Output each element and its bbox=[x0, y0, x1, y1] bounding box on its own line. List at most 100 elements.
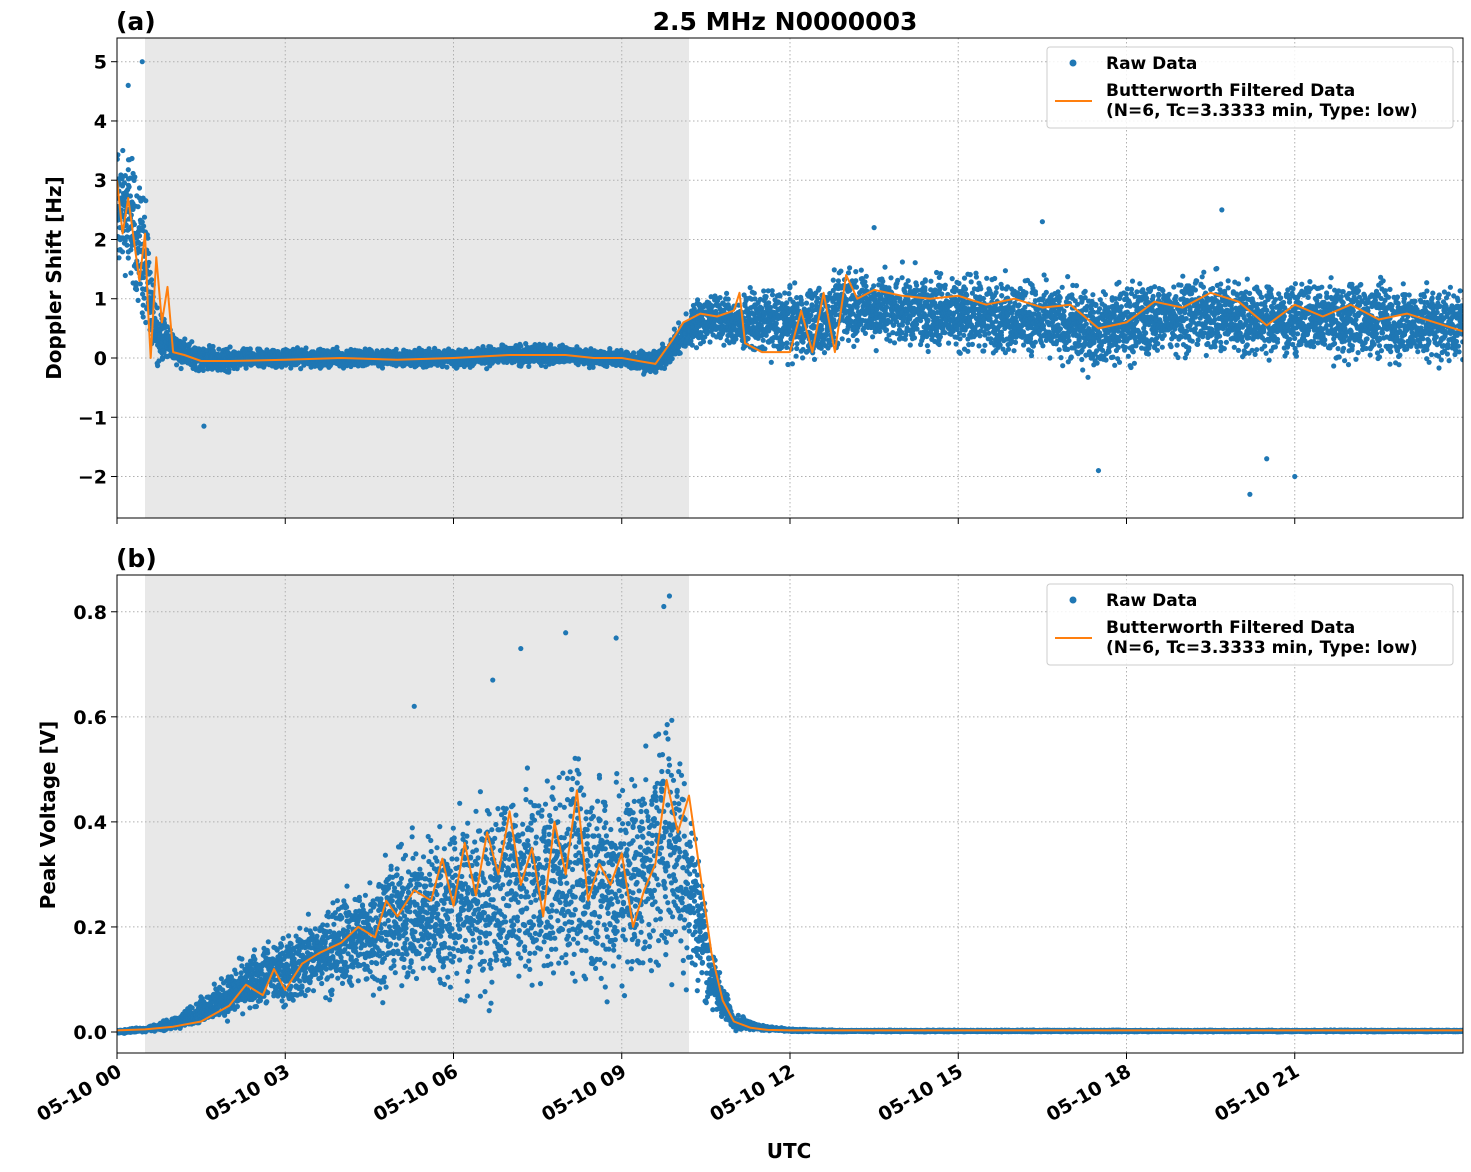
raw-data-point bbox=[145, 235, 151, 241]
raw-data-point bbox=[777, 293, 783, 299]
raw-data-point bbox=[830, 277, 836, 283]
raw-data-point bbox=[122, 173, 128, 179]
raw-data-point bbox=[773, 320, 779, 326]
raw-data-point bbox=[914, 282, 920, 288]
figure-title: 2.5 MHz N0000003 bbox=[653, 7, 918, 36]
raw-data-point bbox=[124, 234, 130, 240]
raw-data-point bbox=[803, 300, 810, 306]
raw-data-point bbox=[899, 275, 905, 281]
raw-data-point bbox=[174, 362, 180, 368]
raw-data-point bbox=[538, 362, 545, 368]
raw-data-point bbox=[794, 341, 800, 347]
raw-data-point bbox=[853, 284, 860, 290]
raw-data-point bbox=[226, 367, 232, 373]
raw-data-point bbox=[819, 326, 825, 332]
raw-data-point bbox=[839, 336, 845, 342]
raw-data-point bbox=[200, 367, 206, 373]
raw-data-point bbox=[957, 350, 963, 356]
raw-data-point bbox=[863, 283, 869, 289]
raw-data-point bbox=[216, 346, 222, 352]
raw-data-point bbox=[143, 319, 149, 326]
raw-data-point bbox=[137, 281, 143, 287]
raw-data-point bbox=[747, 285, 753, 291]
raw-data-point bbox=[792, 280, 798, 286]
raw-data-point bbox=[887, 338, 893, 344]
raw-data-point bbox=[140, 314, 146, 320]
shaded-interval bbox=[145, 38, 690, 518]
raw-data-point bbox=[806, 317, 812, 324]
raw-data-point bbox=[816, 285, 822, 291]
raw-data-point bbox=[794, 345, 800, 352]
raw-data-point bbox=[532, 342, 538, 348]
raw-data-point bbox=[818, 345, 824, 351]
raw-data-point bbox=[858, 267, 864, 273]
raw-data-point bbox=[793, 353, 799, 359]
raw-data-point bbox=[911, 335, 918, 341]
raw-data-point bbox=[136, 233, 143, 239]
raw-data-point bbox=[131, 221, 137, 228]
raw-data-point bbox=[942, 330, 948, 336]
raw-data-point bbox=[751, 290, 757, 296]
raw-data-point bbox=[811, 356, 818, 362]
raw-data-point bbox=[925, 317, 931, 323]
raw-data-point bbox=[961, 275, 968, 281]
raw-data-point bbox=[140, 291, 146, 297]
raw-data-point bbox=[863, 273, 869, 279]
raw-data-point bbox=[526, 363, 532, 369]
raw-data-point bbox=[139, 219, 145, 225]
raw-data-point bbox=[117, 152, 121, 158]
raw-data-point bbox=[227, 344, 233, 350]
raw-data-point bbox=[883, 327, 890, 333]
raw-data-point bbox=[126, 184, 132, 190]
raw-data-point bbox=[835, 278, 842, 284]
raw-data-point bbox=[294, 345, 300, 351]
raw-data-point bbox=[141, 223, 147, 229]
raw-data-point bbox=[149, 277, 155, 283]
raw-data-point bbox=[949, 276, 955, 282]
raw-data-point bbox=[725, 296, 731, 302]
raw-data-point bbox=[936, 341, 942, 348]
raw-data-point bbox=[880, 278, 886, 284]
raw-data-point bbox=[902, 336, 908, 342]
raw-data-point bbox=[117, 156, 120, 162]
raw-data-point bbox=[136, 185, 143, 191]
raw-data-point bbox=[821, 350, 828, 356]
raw-data-point bbox=[946, 340, 952, 346]
raw-data-point bbox=[831, 267, 837, 273]
raw-data-point bbox=[154, 305, 160, 311]
raw-data-point bbox=[518, 343, 524, 349]
raw-data-point bbox=[785, 361, 791, 368]
raw-data-point bbox=[809, 302, 815, 308]
raw-data-point bbox=[769, 292, 776, 298]
raw-data-point bbox=[871, 283, 877, 289]
raw-data-point bbox=[683, 311, 689, 317]
raw-data-point bbox=[786, 291, 792, 297]
raw-data-point bbox=[766, 300, 772, 306]
raw-data-point bbox=[393, 346, 399, 352]
panel-a-gridlines bbox=[116, 38, 1463, 518]
raw-data-point bbox=[121, 180, 127, 186]
raw-data-point bbox=[787, 285, 793, 291]
raw-data-point bbox=[607, 346, 613, 352]
raw-data-point bbox=[303, 345, 309, 351]
raw-data-point bbox=[334, 344, 340, 350]
raw-data-point bbox=[135, 297, 141, 303]
raw-data-point bbox=[145, 250, 152, 256]
raw-data-point bbox=[851, 343, 857, 349]
raw-data-point bbox=[247, 346, 253, 352]
raw-data-point bbox=[862, 330, 869, 336]
raw-data-point bbox=[129, 242, 135, 248]
raw-data-point bbox=[128, 270, 134, 276]
raw-data-point bbox=[877, 328, 883, 334]
raw-data-point bbox=[768, 359, 774, 365]
raw-data-point bbox=[891, 340, 898, 346]
raw-data-point bbox=[548, 342, 554, 348]
raw-data-point bbox=[799, 301, 805, 307]
raw-data-point bbox=[905, 278, 911, 284]
raw-data-point bbox=[815, 295, 821, 302]
raw-data-point bbox=[953, 341, 959, 347]
raw-data-point bbox=[922, 278, 928, 284]
raw-data-point bbox=[446, 346, 452, 352]
raw-data-point bbox=[189, 339, 195, 345]
